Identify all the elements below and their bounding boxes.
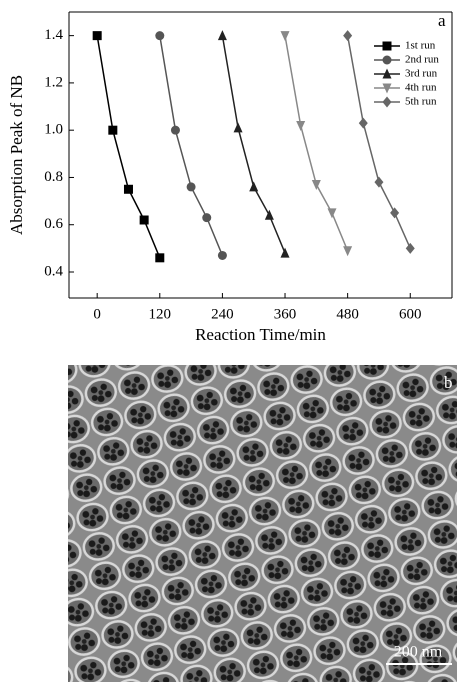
marker [170,125,180,135]
y-axis-label: Absorption Peak of NB [7,75,26,235]
x-tick-label: 0 [93,306,101,322]
marker [280,31,290,42]
marker [343,30,353,42]
legend-marker [382,68,392,79]
marker [233,122,243,133]
x-tick-label: 600 [399,306,422,322]
x-tick-label: 120 [149,306,172,322]
x-tick-label: 480 [336,306,359,322]
marker [311,180,321,191]
legend-marker [382,55,392,65]
legend-label: 3rd run [405,68,438,80]
legend-marker [382,41,392,51]
panel-label: b [444,373,453,392]
marker [217,250,227,260]
marker [280,247,290,258]
panel-label: a [438,11,446,30]
y-tick-label: 1.4 [44,27,63,43]
sem-image [68,365,457,682]
series-line [284,35,349,252]
y-tick-label: 0.6 [44,216,63,232]
y-tick-label: 1.2 [44,74,63,90]
marker [296,120,306,131]
marker [186,182,196,192]
legend-label: 1st run [405,40,436,52]
marker [264,209,274,220]
series-line [96,35,161,259]
marker [405,242,415,254]
marker [217,30,227,41]
legend-label: 2nd run [405,54,439,66]
y-tick-label: 0.4 [44,263,63,279]
marker [358,117,368,129]
plot-area: 0.4 0.6 0.8 1.0 1.2 1.4 0 120 240 360 480 600 Reacti… [7,11,453,344]
marker [249,181,259,192]
marker [343,246,353,257]
legend-label: 5th run [405,96,437,108]
x-tick-label: 240 [211,306,234,322]
y-tick-label: 1.0 [44,122,63,138]
legend-marker [382,96,392,108]
marker [327,208,337,219]
marker [123,184,133,194]
x-axis-label: Reaction Time/min [195,325,326,344]
marker [92,31,102,41]
series-line [221,35,286,254]
x-tick-label: 360 [274,306,297,322]
marker [139,215,149,225]
series-line [346,35,411,249]
legend-marker [382,83,392,94]
marker [155,253,165,263]
sem-panel: b 200 nm [68,365,457,682]
marker [390,207,400,219]
series-line [159,35,224,256]
scale-bar-label: 200 nm [394,644,443,661]
legend-label: 4th run [405,82,437,94]
marker [374,176,384,188]
y-tick-label: 0.8 [44,169,63,185]
marker [108,125,118,135]
marker [202,213,212,223]
marker [155,31,165,41]
